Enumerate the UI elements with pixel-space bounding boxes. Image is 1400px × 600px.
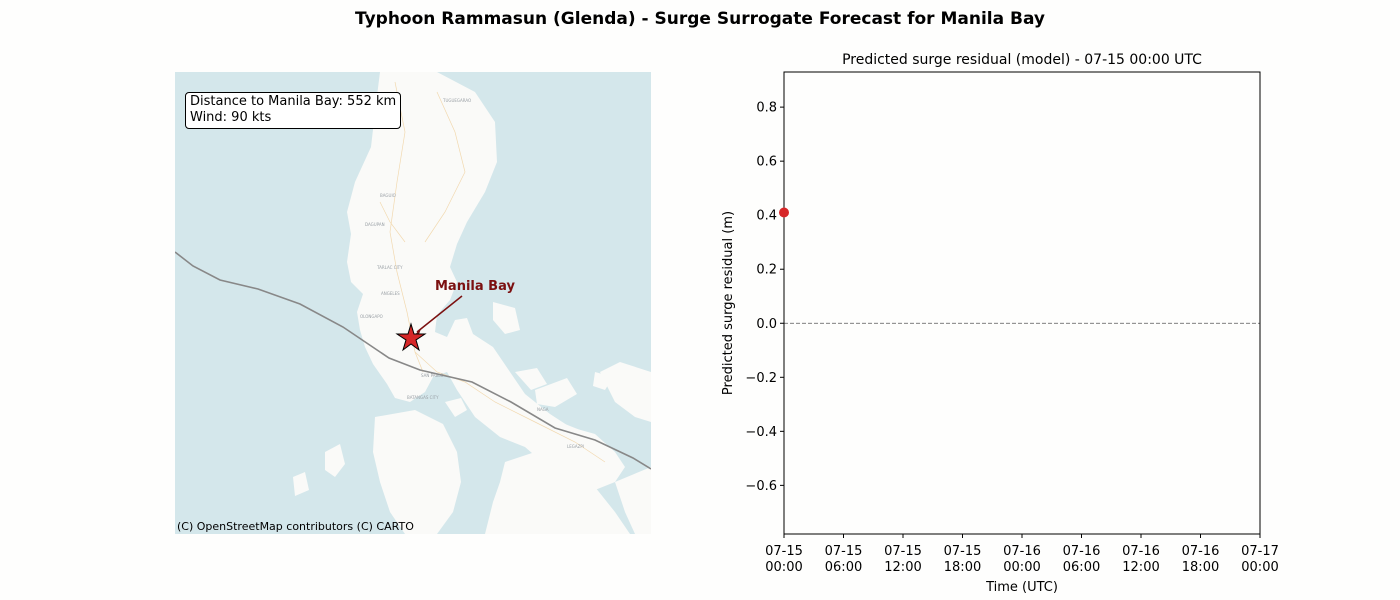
x-tick-label: 07-16 00:00 [1003,544,1041,575]
place-label: TUGUEGARAO [442,98,471,103]
place-label: BAGUIO [380,193,396,198]
plot-frame [783,71,1261,535]
basemap: TUGUEGARAO BAGUIO DAGUPAN TARLAC CITY AN… [175,72,651,534]
y-tick-label: −0.6 [745,479,777,494]
y-tick-label: 0.2 [756,263,777,278]
x-tick-label: 07-16 06:00 [1063,544,1101,575]
info-box: Distance to Manila Bay: 552 km Wind: 90 … [185,92,402,129]
map-attribution: (C) OpenStreetMap contributors (C) CARTO [177,520,414,533]
x-tick-label: 07-17 00:00 [1241,544,1279,575]
place-label: TARLAC CITY [376,265,403,270]
x-axis-label: Time (UTC) [985,580,1058,595]
chart-title: Predicted surge residual (model) - 07-15… [842,52,1202,68]
x-tick-label: 07-16 18:00 [1182,544,1220,575]
y-tick-label: 0.4 [756,209,777,224]
x-tick-label: 07-16 12:00 [1122,544,1160,575]
y-tick-label: −0.2 [745,371,777,386]
y-tick-label: −0.4 [745,425,777,440]
surge-data-point [779,207,789,218]
mindoro-island [373,410,461,534]
x-tick-label: 07-15 00:00 [765,544,803,575]
place-label: ANGELES [381,291,400,296]
figure-title: Typhoon Rammasun (Glenda) - Surge Surrog… [355,9,1045,29]
manila-bay-star-marker [395,322,427,352]
place-label: OLONGAPO [360,314,383,319]
distance-text: Distance to Manila Bay: 552 km [190,94,397,109]
manila-bay-label: Manila Bay [435,279,515,294]
place-label: NAGA [537,407,549,412]
x-tick-label: 07-15 12:00 [884,544,922,575]
wind-text: Wind: 90 kts [190,110,272,125]
manila-bay-arrow [416,295,463,333]
place-label: DAGUPAN [365,222,385,227]
y-tick-label: 0.0 [756,317,777,332]
x-tick-label: 07-15 18:00 [944,544,982,575]
place-label: LEGAZPI [567,444,584,449]
map-panel: TUGUEGARAO BAGUIO DAGUPAN TARLAC CITY AN… [175,72,651,534]
y-axis-label: Predicted surge residual (m) [721,211,736,395]
luzon-island [347,72,625,490]
typhoon-track-line [175,251,651,470]
place-label: BATANGAS CITY [407,395,439,400]
x-tick-label: 07-15 06:00 [825,544,863,575]
y-tick-label: 0.6 [756,155,777,170]
place-label: SAN PABLO [421,373,443,378]
y-tick-label: 0.8 [756,101,777,116]
